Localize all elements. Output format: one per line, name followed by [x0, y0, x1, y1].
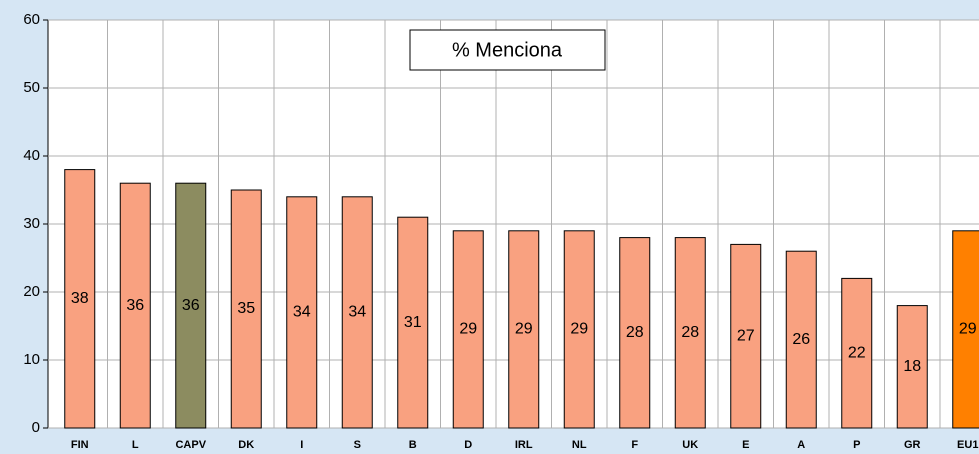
y-tick-label: 40: [23, 147, 40, 164]
bar: [286, 196, 318, 429]
bar: [230, 189, 262, 429]
bar: [341, 196, 373, 429]
data-label: 26: [792, 331, 810, 348]
bar: [175, 182, 207, 429]
x-tick-label: NL: [572, 439, 587, 451]
y-tick-label: 0: [32, 419, 40, 436]
data-label: 29: [570, 321, 588, 338]
data-label: 29: [515, 321, 533, 338]
data-label: 36: [126, 297, 144, 314]
data-label: 29: [959, 321, 977, 338]
bar: [841, 277, 873, 429]
x-tick-label: P: [853, 439, 860, 451]
data-label: 31: [404, 314, 422, 331]
data-label: 27: [737, 327, 755, 344]
legend-label: % Menciona: [452, 39, 563, 61]
x-tick-label: EU1: [957, 439, 978, 451]
y-tick-label: 30: [23, 215, 40, 232]
bar: [119, 182, 151, 429]
bar: [452, 230, 484, 429]
y-tick-label: 10: [23, 351, 40, 368]
data-label: 34: [348, 304, 366, 321]
bar: [952, 230, 979, 429]
y-tick-label: 60: [23, 11, 40, 28]
x-tick-label: FIN: [71, 439, 89, 451]
x-tick-label: I: [300, 439, 303, 451]
x-tick-label: S: [354, 439, 361, 451]
x-tick-label: D: [464, 439, 472, 451]
x-tick-label: GR: [904, 439, 921, 451]
x-tick-label: A: [797, 439, 805, 451]
bar: [508, 230, 540, 429]
bar: [674, 237, 706, 429]
x-tick-label: B: [409, 439, 417, 451]
bar: [785, 250, 817, 429]
data-label: 36: [182, 297, 200, 314]
x-tick-label: E: [742, 439, 749, 451]
x-tick-label: DK: [238, 439, 254, 451]
legend-box: [409, 29, 606, 71]
data-label: 18: [903, 358, 921, 375]
x-tick-label: UK: [682, 439, 698, 451]
x-tick-label: F: [631, 439, 638, 451]
x-tick-label: CAPV: [175, 439, 206, 451]
x-tick-label: L: [132, 439, 139, 451]
data-label: 35: [237, 300, 255, 317]
data-label: 34: [293, 304, 311, 321]
data-label: 28: [626, 324, 644, 341]
data-label: 38: [71, 290, 89, 307]
y-tick-label: 50: [23, 79, 40, 96]
data-label: 22: [848, 344, 866, 361]
y-tick-label: 20: [23, 283, 40, 300]
x-tick-label: IRL: [515, 439, 533, 451]
bar: [619, 237, 651, 429]
data-label: 29: [459, 321, 477, 338]
data-label: 28: [681, 324, 699, 341]
bar: [64, 169, 96, 429]
bar: [730, 243, 762, 429]
bar: [397, 216, 429, 429]
bar: [896, 305, 928, 429]
bar: [563, 230, 595, 429]
